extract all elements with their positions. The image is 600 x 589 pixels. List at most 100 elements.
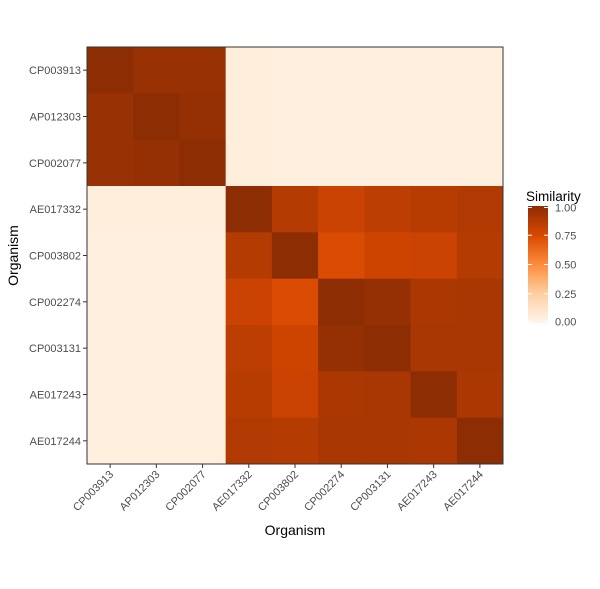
heatmap-cell [364, 93, 411, 141]
heatmap-cell [271, 47, 319, 94]
heatmap-cell [87, 417, 134, 465]
heatmap-cell [225, 232, 273, 280]
heatmap-cell [87, 325, 134, 372]
x-tick-label: CP003131 [348, 469, 393, 514]
heatmap-cell [456, 186, 504, 233]
heatmap-cell [410, 278, 458, 326]
heatmap-cell [318, 139, 365, 187]
heatmap-cell [179, 93, 227, 141]
heatmap-cell [410, 417, 458, 465]
color-legend: Similarity 0.00 0.25 0.50 0.75 1.00 [526, 189, 581, 329]
heatmap-cell [179, 371, 227, 419]
x-tick-label: CP003913 [71, 469, 116, 514]
heatmap-cell [364, 417, 411, 465]
heatmap-cell [225, 186, 273, 233]
heatmap-cell [225, 139, 273, 187]
heatmap-cell [225, 278, 273, 326]
heatmap-cell [87, 47, 134, 94]
heatmap-cell [318, 232, 365, 280]
heatmap-cell [179, 325, 227, 372]
heatmap-cell [87, 93, 134, 141]
x-tick-label: CP003802 [256, 469, 301, 514]
y-axis-ticks: CP003913 AP012303 CP002077 AE017332 CP003802… [29, 65, 87, 448]
heatmap-cell [410, 47, 458, 94]
heatmap-cell [133, 417, 180, 465]
y-tick-label: AE017244 [30, 436, 81, 448]
y-tick-label: CP003913 [29, 65, 81, 77]
heatmap-cell [87, 232, 134, 280]
heatmap-cell [87, 371, 134, 419]
heatmap-cell [456, 232, 504, 280]
heatmap-cell [179, 47, 227, 94]
heatmap-cell [410, 232, 458, 280]
heatmap-cell [87, 278, 134, 326]
y-tick-label: AP012303 [30, 112, 81, 124]
heatmap-cell [179, 186, 227, 233]
heatmap-cell [364, 47, 411, 94]
x-axis-ticks: CP003913 AP012303 CP002077 AE017332 CP003802… [71, 464, 486, 514]
heatmap-cell [179, 417, 227, 465]
heatmap-cell [271, 93, 319, 141]
heatmap-cell [271, 417, 319, 465]
heatmap-cell [271, 371, 319, 419]
heatmap-cell [271, 278, 319, 326]
heatmap-cell [410, 93, 458, 141]
x-axis-title: Organism [265, 522, 326, 538]
heatmap-cell [410, 371, 458, 419]
heatmap-cell [87, 139, 134, 187]
heatmap-cell [179, 232, 227, 280]
heatmap-cell [318, 371, 365, 419]
heatmap-cell [133, 371, 180, 419]
heatmap-cell [133, 47, 180, 94]
legend-colorbar [528, 206, 548, 323]
heatmap-cell [133, 232, 180, 280]
heatmap-cell [318, 417, 365, 465]
y-tick-label: CP002274 [29, 297, 81, 309]
heatmap-cell [364, 278, 411, 326]
heatmap-cell [456, 325, 504, 372]
y-tick-label: CP003802 [29, 251, 81, 263]
x-tick-label: AE017244 [441, 469, 486, 514]
legend-tick-label: 0.25 [555, 289, 576, 301]
heatmap-cell [456, 47, 504, 94]
heatmap-cell [271, 232, 319, 280]
heatmap-cell [225, 325, 273, 372]
heatmap-cell [318, 93, 365, 141]
heatmap-cell [225, 371, 273, 419]
heatmap-cell [225, 47, 273, 94]
heatmap-cell [318, 278, 365, 326]
heatmap-cell [456, 371, 504, 419]
heatmap-cell [318, 325, 365, 372]
heatmap-cell [133, 139, 180, 187]
heatmap-cell [364, 139, 411, 187]
x-tick-label: CP002274 [302, 469, 347, 514]
y-tick-label: AE017243 [30, 390, 81, 402]
heatmap-cell [456, 417, 504, 465]
legend-tick-label: 0.00 [555, 317, 576, 329]
heatmap-cell [364, 186, 411, 233]
heatmap-cell [410, 325, 458, 372]
heatmap-cell [225, 93, 273, 141]
x-tick-label: AE017332 [210, 469, 255, 514]
heatmap-cell [364, 232, 411, 280]
heatmap-cell [133, 278, 180, 326]
heatmap-cell [179, 139, 227, 187]
heatmap-cell [271, 139, 319, 187]
y-axis-title: Organism [5, 225, 21, 286]
y-tick-label: AE017332 [30, 204, 81, 216]
legend-tick-label: 0.50 [555, 260, 576, 272]
legend-tick-label: 0.75 [555, 230, 576, 242]
heatmap-cell [456, 139, 504, 187]
heatmap-cell [364, 371, 411, 419]
heatmap-cell [271, 186, 319, 233]
heatmap-cell [87, 186, 134, 233]
heatmap-cell [456, 93, 504, 141]
heatmap-cell [271, 325, 319, 372]
x-tick-label: AE017243 [395, 469, 440, 514]
heatmap-cell [318, 47, 365, 94]
heatmap-cell [318, 186, 365, 233]
legend-title: Similarity [526, 189, 581, 204]
heatmap-cell [225, 417, 273, 465]
legend-ticks: 0.00 0.25 0.50 0.75 1.00 [528, 203, 576, 329]
